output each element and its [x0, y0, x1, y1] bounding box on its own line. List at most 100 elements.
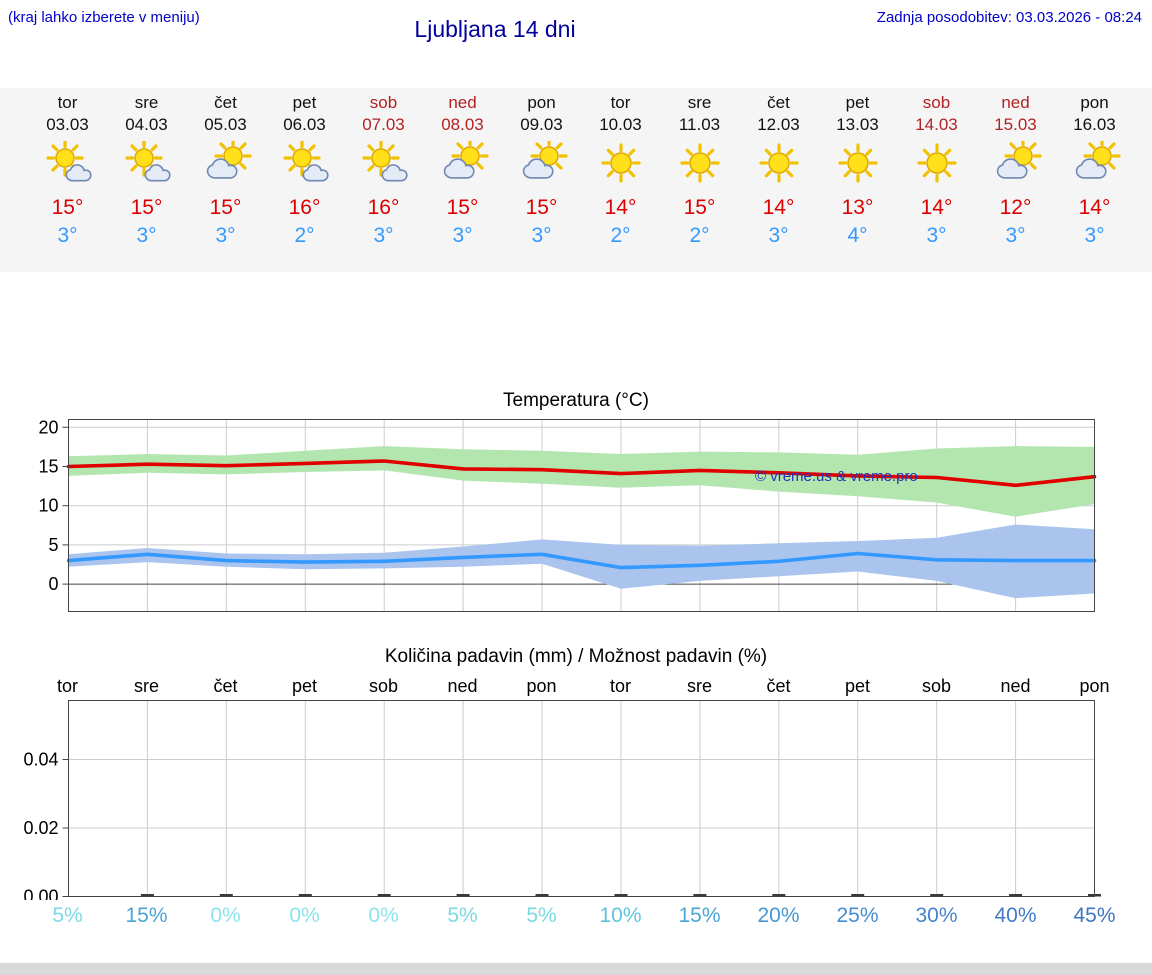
high-temp: 15°	[683, 196, 716, 219]
high-temp: 16°	[288, 196, 321, 219]
forecast-day[interactable]: sob 07.03 16° 3°	[344, 88, 423, 272]
day-date: 03.03	[46, 115, 89, 134]
low-temp: 2°	[610, 224, 631, 247]
precipitation-chart: 0.00 0.02 0.04	[23, 700, 1101, 900]
day-name: sob	[922, 93, 951, 112]
precip-day-label: čet	[766, 676, 791, 696]
day-name: sre	[134, 93, 159, 112]
low-temp: 2°	[689, 224, 710, 247]
high-temp: 13°	[841, 196, 874, 219]
day-date: 04.03	[125, 115, 168, 134]
high-temp: 15°	[130, 196, 163, 219]
min-temperature-line	[66, 551, 1097, 570]
precip-day-label: ned	[447, 676, 478, 696]
sun-icon	[581, 138, 660, 188]
sun-icon	[897, 138, 976, 188]
precip-probability: 5%	[52, 904, 83, 927]
day-date: 12.03	[757, 115, 800, 134]
precip-day-label: pet	[844, 676, 871, 696]
forecast-day[interactable]: čet 12.03 14° 3°	[739, 88, 818, 272]
precip-day-label: sob	[921, 676, 952, 696]
low-temp: 3°	[1005, 224, 1026, 247]
day-name: pet	[845, 93, 870, 112]
precip-day-label: ned	[1000, 676, 1031, 696]
precip-day-labels-row: tor sre čet pet sob ned pon tor sre čet pet sob ned p…	[0, 676, 1152, 697]
day-date: 09.03	[520, 115, 563, 134]
svg-text:0.02: 0.02	[23, 818, 58, 838]
high-temp: 15°	[446, 196, 479, 219]
precip-probability: 5%	[447, 904, 478, 927]
sun-small-cloud-icon	[28, 138, 107, 188]
precip-bar	[219, 894, 233, 897]
precip-bar	[1009, 894, 1023, 897]
precip-bar	[772, 894, 786, 897]
svg-text:20: 20	[38, 417, 58, 437]
low-temp: 3°	[926, 224, 947, 247]
precip-day-label: sob	[368, 676, 399, 696]
precip-bar	[535, 894, 549, 897]
day-name: tor	[57, 93, 78, 112]
day-date: 14.03	[915, 115, 958, 134]
low-temp: 3°	[215, 224, 236, 247]
precip-bar	[298, 894, 312, 897]
forecast-day[interactable]: pet 06.03 16° 2°	[265, 88, 344, 272]
sun-small-cloud-icon	[265, 138, 344, 188]
high-temp: 14°	[920, 196, 953, 219]
temperature-chart: 0 5 10 15 20 © vreme.us & vreme.pro	[38, 417, 1097, 612]
forecast-day[interactable]: ned 08.03 15° 3°	[423, 88, 502, 272]
day-date: 05.03	[204, 115, 247, 134]
page-title: Ljubljana 14 dni	[414, 16, 576, 42]
bottom-bar	[0, 963, 1152, 975]
forecast-day[interactable]: tor 03.03 15° 3°	[28, 88, 107, 272]
precip-day-label: čet	[213, 676, 238, 696]
low-temp: 4°	[847, 224, 868, 247]
svg-text:5: 5	[48, 535, 58, 555]
day-name: čet	[214, 93, 237, 112]
forecast-day[interactable]: čet 05.03 15° 3°	[186, 88, 265, 272]
forecast-day[interactable]: pet 13.03 13° 4°	[818, 88, 897, 272]
precip-probabilities-row: 5% 15% 0% 0% 0% 5% 5% 10% 15% 20% 25% 30% 40% 45%	[0, 904, 1152, 928]
day-date: 10.03	[599, 115, 642, 134]
forecast-day[interactable]: sob 14.03 14° 3°	[897, 88, 976, 272]
cloud-sun-icon	[423, 138, 502, 188]
high-temp: 14°	[1078, 196, 1111, 219]
forecast-day[interactable]: sre 04.03 15° 3°	[107, 88, 186, 272]
low-temp: 3°	[531, 224, 552, 247]
sun-icon	[739, 138, 818, 188]
low-temp: 3°	[373, 224, 394, 247]
day-name: pon	[527, 93, 556, 112]
sun-icon	[818, 138, 897, 188]
high-temp: 12°	[999, 196, 1032, 219]
precip-probability: 25%	[836, 904, 879, 927]
last-update-label: Zadnja posodobitev: 03.03.2026 - 08:24	[876, 9, 1142, 26]
day-name: čet	[767, 93, 790, 112]
precip-day-label: pon	[526, 676, 557, 696]
day-name: tor	[610, 93, 631, 112]
forecast-day[interactable]: pon 09.03 15° 3°	[502, 88, 581, 272]
high-temp: 14°	[762, 196, 795, 219]
precip-probability: 0%	[210, 904, 241, 927]
precipitation-chart-title: Količina padavin (mm) / Možnost padavin …	[384, 646, 768, 667]
day-name: ned	[448, 93, 477, 112]
precip-probability: 0%	[289, 904, 320, 927]
precip-probability: 5%	[526, 904, 557, 927]
precip-probability: 0%	[368, 904, 399, 927]
svg-text:0: 0	[48, 574, 58, 594]
forecast-day[interactable]: sre 11.03 15° 2°	[660, 88, 739, 272]
high-temp: 14°	[604, 196, 637, 219]
cloud-sun-icon	[186, 138, 265, 188]
temperature-chart-title: Temperatura (°C)	[503, 390, 649, 411]
precip-bar	[456, 894, 470, 897]
precip-bar	[377, 894, 391, 897]
low-temp: 3°	[1084, 224, 1105, 247]
precip-bar	[614, 894, 628, 897]
forecast-day[interactable]: pon 16.03 14° 3°	[1055, 88, 1134, 272]
precip-bar	[693, 894, 707, 897]
precip-probability: 40%	[994, 904, 1037, 927]
watermark-link[interactable]: © vreme.us & vreme.pro	[755, 468, 918, 485]
precip-day-label: pon	[1079, 676, 1110, 696]
forecast-day[interactable]: ned 15.03 12° 3°	[976, 88, 1055, 272]
precip-probability: 10%	[599, 904, 642, 927]
forecast-day[interactable]: tor 10.03 14° 2°	[581, 88, 660, 272]
day-date: 07.03	[362, 115, 405, 134]
